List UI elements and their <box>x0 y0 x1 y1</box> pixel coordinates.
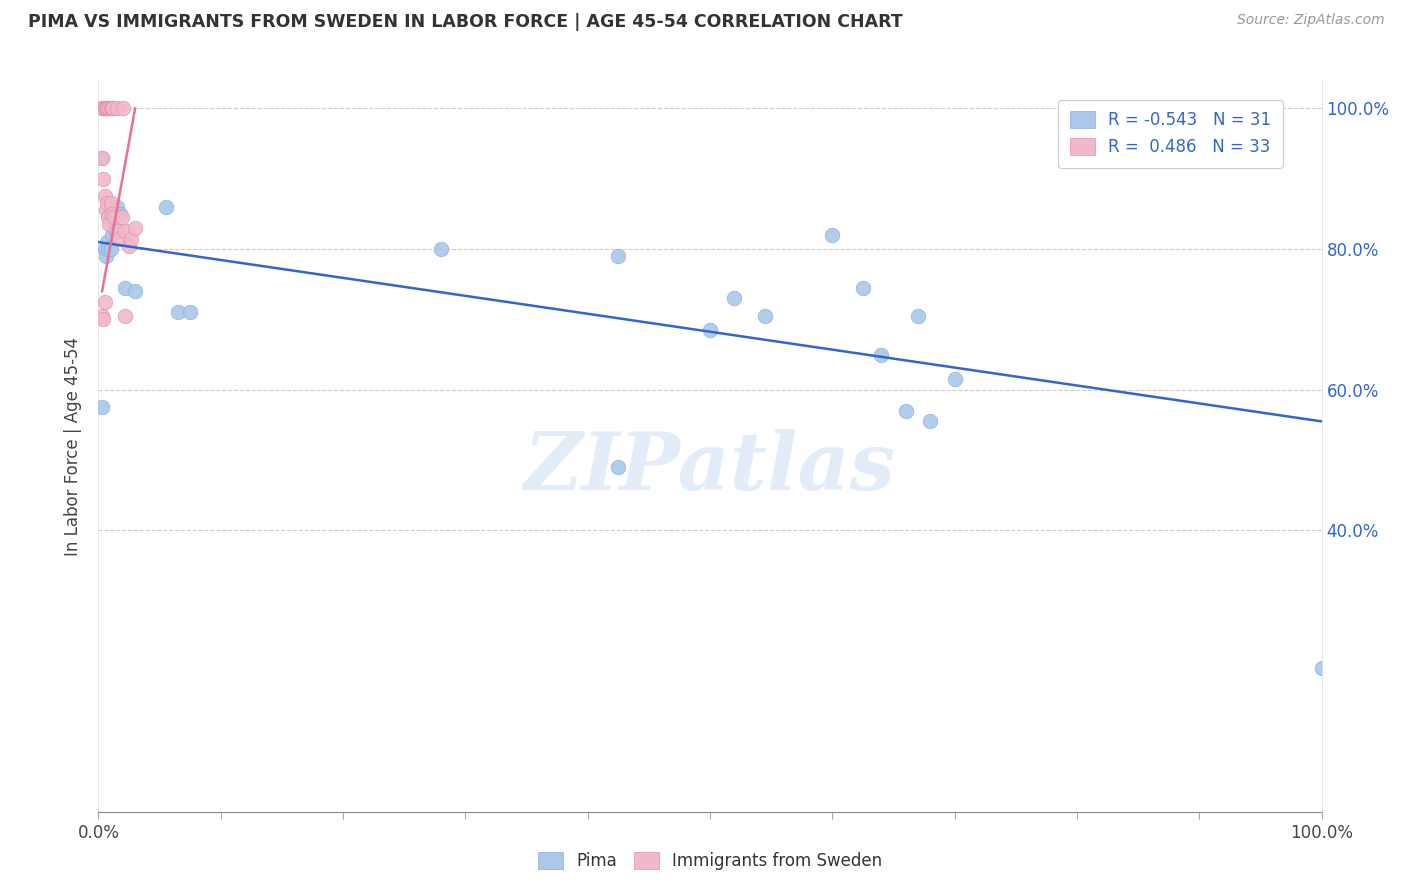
Point <box>94 203 117 218</box>
Point <box>754 309 776 323</box>
Point <box>943 372 966 386</box>
Point <box>94 249 117 263</box>
Point <box>101 102 124 116</box>
Point <box>91 171 114 186</box>
Point <box>111 211 134 225</box>
Point <box>167 305 190 319</box>
Point <box>101 102 124 116</box>
Point <box>114 309 136 323</box>
Point <box>93 102 115 116</box>
Point <box>98 218 121 232</box>
Point <box>120 231 142 245</box>
Point <box>852 281 875 295</box>
Point <box>91 151 114 165</box>
Point <box>93 294 115 309</box>
Point <box>97 242 120 256</box>
Legend: Pima, Immigrants from Sweden: Pima, Immigrants from Sweden <box>531 845 889 877</box>
Point <box>101 207 124 221</box>
Point <box>114 281 136 295</box>
Point <box>103 221 125 235</box>
Point <box>93 189 115 203</box>
Point <box>91 151 114 165</box>
Point <box>96 102 118 116</box>
Point <box>110 207 132 221</box>
Point <box>91 102 114 116</box>
Point <box>91 312 114 326</box>
Point <box>821 227 844 242</box>
Point <box>111 102 134 116</box>
Point <box>870 348 893 362</box>
Point <box>894 404 917 418</box>
Point <box>105 225 128 239</box>
Point <box>607 249 630 263</box>
Point <box>114 225 136 239</box>
Point <box>430 242 453 256</box>
Point <box>96 235 118 249</box>
Point <box>96 196 118 211</box>
Y-axis label: In Labor Force | Age 45-54: In Labor Force | Age 45-54 <box>65 336 83 556</box>
Point <box>98 207 121 221</box>
Point <box>100 242 122 256</box>
Point <box>91 309 114 323</box>
Point <box>97 102 120 116</box>
Point <box>699 323 721 337</box>
Point <box>100 196 122 211</box>
Point <box>607 460 630 475</box>
Point <box>91 102 114 116</box>
Point <box>101 227 124 242</box>
Point <box>103 211 125 225</box>
Point <box>118 238 141 252</box>
Point <box>93 242 115 256</box>
Point <box>94 102 117 116</box>
Point <box>124 221 146 235</box>
Point <box>91 401 114 415</box>
Point <box>108 231 131 245</box>
Text: PIMA VS IMMIGRANTS FROM SWEDEN IN LABOR FORCE | AGE 45-54 CORRELATION CHART: PIMA VS IMMIGRANTS FROM SWEDEN IN LABOR … <box>28 13 903 31</box>
Point <box>105 200 128 214</box>
Point <box>98 102 121 116</box>
Text: Source: ZipAtlas.com: Source: ZipAtlas.com <box>1237 13 1385 28</box>
Point <box>179 305 201 319</box>
Point <box>155 200 177 214</box>
Point <box>920 414 942 428</box>
Point <box>907 309 929 323</box>
Point <box>124 285 146 299</box>
Point <box>100 102 122 116</box>
Text: ZIPatlas: ZIPatlas <box>524 429 896 507</box>
Point <box>105 102 128 116</box>
Point <box>97 211 120 225</box>
Point <box>1310 660 1333 674</box>
Point <box>723 291 745 305</box>
